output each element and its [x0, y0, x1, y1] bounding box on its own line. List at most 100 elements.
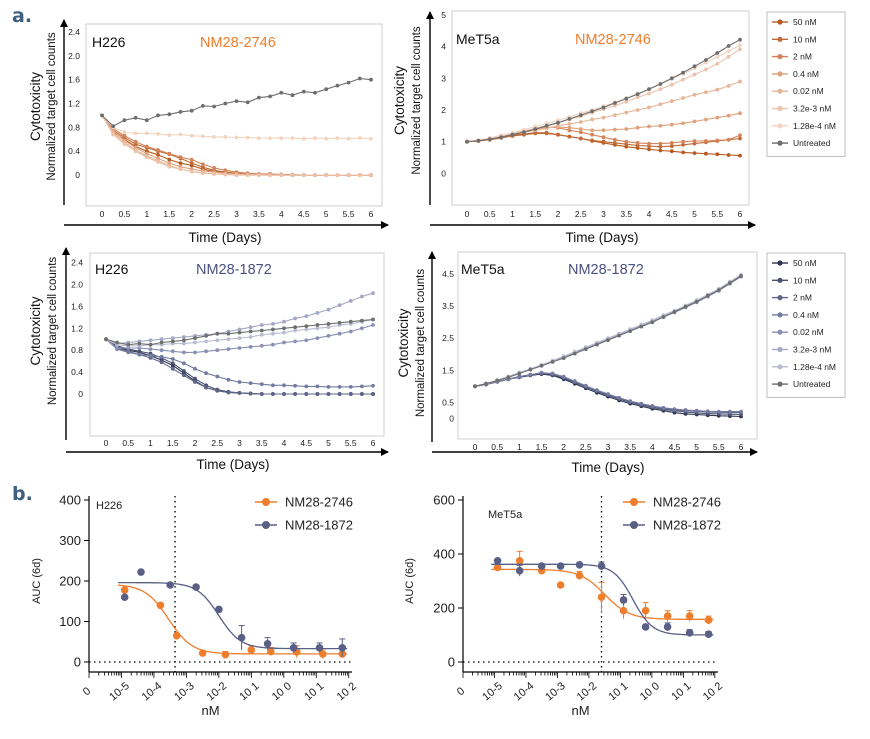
data-point [681, 139, 685, 144]
data-point [738, 37, 742, 42]
data-point [613, 137, 617, 142]
data-point [683, 408, 688, 412]
data-point [257, 95, 261, 100]
data-point [578, 130, 583, 135]
data-point [313, 90, 317, 95]
data-point [159, 360, 164, 365]
data-point [338, 644, 347, 652]
legend-marker [777, 140, 783, 146]
x-tick-label: 4.5 [669, 442, 681, 452]
data-point [595, 342, 599, 347]
cell-line-label: MeT5a [488, 509, 523, 521]
data-point [170, 339, 175, 344]
x-tick-label: 0.5 [122, 438, 134, 448]
legend-nm28-1872-doses: 50 nM 10 nM 2 nM 0.4 nM 0.02 nM 3.2e-3 nM 1.28… [766, 252, 846, 398]
data-point [739, 409, 743, 414]
data-point [313, 173, 317, 178]
data-point [692, 92, 697, 97]
x-tick-label: 2 [561, 442, 566, 452]
y-tick-label: 2.0 [71, 279, 83, 289]
data-point [533, 127, 538, 131]
y-tick-label: 3 [441, 73, 446, 83]
data-point [212, 172, 217, 176]
data-point [178, 132, 183, 137]
x-tick-label: 5.5 [343, 209, 355, 219]
y-tick-label: 0.4 [71, 367, 83, 377]
data-point [715, 152, 720, 157]
data-point [647, 141, 651, 146]
data-point [522, 127, 526, 132]
data-point [193, 336, 197, 340]
data-point [590, 138, 594, 143]
data-point [567, 134, 572, 139]
compound-label: NM28-2746 [200, 35, 276, 51]
x-tick-label: 5.5 [713, 442, 725, 452]
data-point [704, 58, 708, 62]
x-tick-label: 3.5 [620, 209, 632, 219]
data-point [237, 327, 242, 332]
data-point [326, 392, 331, 396]
legend-item: 0.4 nM [772, 69, 819, 79]
data-point [738, 47, 742, 52]
data-point [115, 346, 119, 350]
y-axis-title: Cytotoxicity [392, 66, 407, 135]
timecourse-chart-h226-nm28-2746: 0 0.5 1 1.5 2 2.5 3 3.5 4 4.5 5 5.5 6 0 0.4 0.8 1.2 1.6 2.… [28, 19, 389, 245]
data-point [237, 391, 242, 395]
legend-label: 2 nM [793, 52, 812, 62]
data-point [170, 336, 175, 340]
data-point [122, 133, 127, 138]
data-point [248, 335, 253, 339]
data-point [639, 324, 644, 329]
fit-curve [118, 581, 348, 650]
data-point [658, 141, 663, 146]
x-tick-label: 2.5 [208, 209, 220, 219]
data-point [111, 132, 116, 137]
legend-item: 1.28e-4 nM [772, 121, 836, 131]
data-point [257, 173, 261, 178]
x-tick-label: 10-4 [140, 680, 165, 703]
data-point [111, 124, 116, 129]
data-point [100, 113, 104, 118]
data-point [635, 125, 640, 130]
data-point [685, 629, 694, 637]
data-point [683, 304, 688, 309]
legend-label: NM28-2746 [285, 495, 353, 510]
data-point [692, 151, 697, 156]
data-point [544, 123, 549, 128]
data-point [263, 640, 272, 648]
legend-marker [777, 364, 783, 370]
legend-item: NM28-2746 [255, 495, 353, 510]
data-point [126, 342, 131, 347]
data-point [201, 104, 205, 108]
data-point [517, 374, 522, 379]
data-point [738, 153, 742, 158]
data-point [170, 357, 175, 361]
data-point [204, 349, 209, 354]
y-tick-label: 2.5 [442, 333, 454, 343]
data-point [282, 326, 286, 331]
data-point [705, 293, 710, 298]
timecourse-chart-met5a-nm28-1872: 0 0.5 1 1.5 2 2.5 3 3.5 4 4.5 5 5.5 6 0 0.5 1.5 2.5 3.5 4.… [396, 251, 758, 475]
data-point [167, 133, 172, 138]
x-tick-label: 10-2 [575, 680, 600, 703]
data-point [133, 149, 138, 154]
fit-curve [118, 584, 348, 655]
y-tick-label: 4.5 [442, 269, 454, 279]
data-point [715, 115, 720, 120]
data-point [182, 350, 186, 355]
y-tick-label: 0 [74, 655, 81, 670]
data-point [271, 322, 275, 326]
legend-label: 50 nM [793, 258, 817, 268]
data-point [193, 366, 197, 371]
legend-item: 0.02 nM [772, 327, 824, 337]
y-tick-label: 200 [59, 574, 81, 589]
data-point [672, 407, 677, 411]
x-tick-label: 6 [371, 438, 376, 448]
data-point [268, 173, 272, 178]
x-tick-label: 10 2 [335, 680, 359, 703]
legend-box [766, 252, 846, 398]
x-tick-label: 10-2 [205, 680, 230, 703]
data-point [360, 392, 364, 396]
y-axis-title: Cytotoxicity [28, 296, 43, 365]
legend-item: Untreated [772, 138, 831, 148]
